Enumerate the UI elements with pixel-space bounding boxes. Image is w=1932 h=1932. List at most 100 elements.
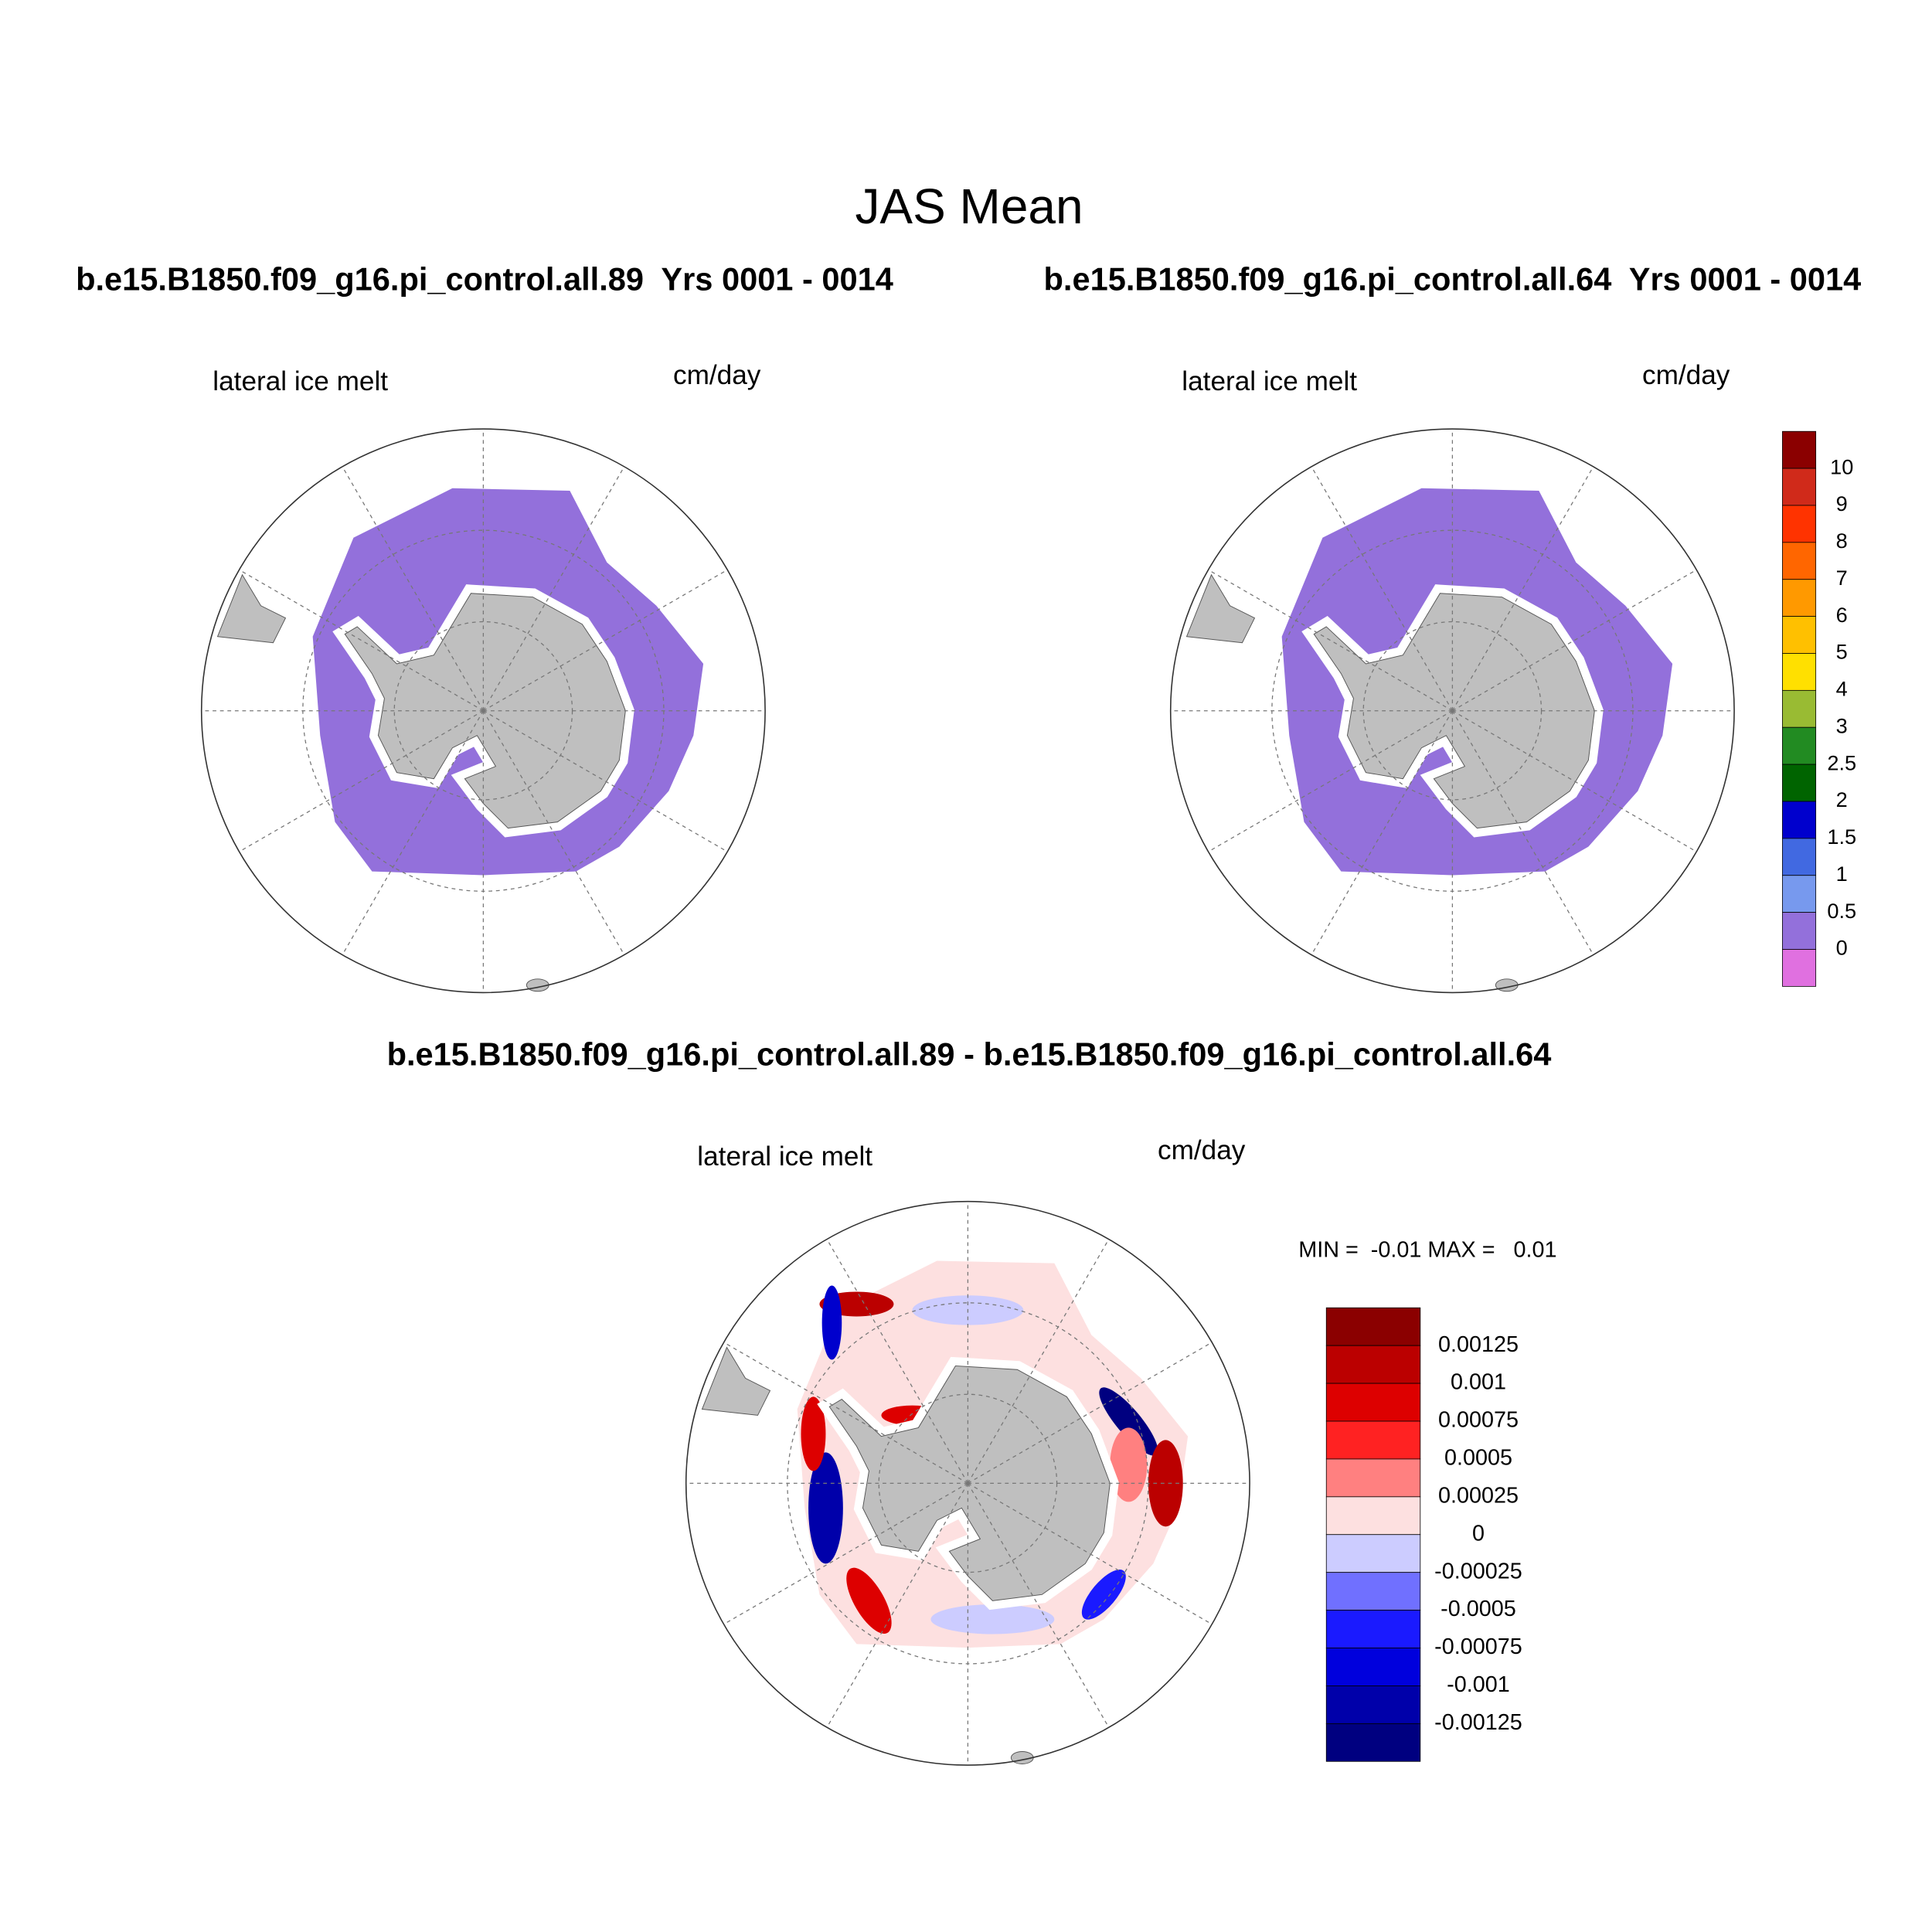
meridian bbox=[1451, 466, 1594, 712]
colorbar-box bbox=[1782, 875, 1817, 913]
variable-label: lateral ice melt bbox=[213, 366, 388, 396]
south-america bbox=[216, 573, 287, 644]
panel-title: b.e15.B1850.f09_g16.pi_control.all.64 Yr… bbox=[1044, 261, 1862, 298]
colorbar-label: -0.001 bbox=[1447, 1672, 1510, 1697]
meridian bbox=[967, 1483, 1110, 1728]
anomaly bbox=[846, 1567, 892, 1634]
colorbar-box bbox=[1782, 949, 1817, 987]
meridian bbox=[1452, 710, 1697, 852]
colorbar-box bbox=[1325, 1307, 1421, 1346]
colorbar-box bbox=[1325, 1534, 1421, 1573]
colorbar: 10 9 8 7 6 5 4 3 2.5 2 1.5 1 0.5 0 bbox=[1782, 430, 1856, 987]
colorbar-box bbox=[1325, 1610, 1421, 1648]
colorbar-label: 1 bbox=[1836, 862, 1848, 886]
anomaly bbox=[821, 1285, 842, 1360]
colorbar: 0.00125 0.001 0.00075 0.0005 0.00025 0 -0.0002… bbox=[1325, 1307, 1522, 1762]
colorbar-label: 0.00025 bbox=[1438, 1483, 1519, 1508]
colorbar-label: 0.5 bbox=[1827, 899, 1856, 923]
meridian bbox=[968, 1342, 1213, 1484]
colorbar-box bbox=[1782, 801, 1817, 839]
colorbar-label: 9 bbox=[1836, 492, 1848, 515]
map-boundary bbox=[685, 1200, 1250, 1766]
colorbar-box bbox=[1782, 616, 1817, 654]
colorbar-label: -0.00025 bbox=[1434, 1559, 1522, 1583]
meridian bbox=[482, 466, 625, 712]
colorbar-label: 3 bbox=[1836, 713, 1848, 737]
colorbar-box bbox=[1782, 579, 1817, 617]
map-boundary bbox=[1169, 428, 1735, 994]
colorbar-box bbox=[1325, 1685, 1421, 1724]
map bbox=[685, 1200, 1250, 1766]
meridian bbox=[723, 1342, 968, 1484]
variable-label: lateral ice melt bbox=[1182, 366, 1357, 396]
colorbar-box bbox=[1325, 1648, 1421, 1686]
graticule bbox=[685, 1201, 1250, 1766]
figure-title: JAS Mean bbox=[855, 179, 1083, 234]
colorbar-label: 6 bbox=[1836, 603, 1848, 627]
map-boundary bbox=[200, 428, 766, 994]
colorbar-label: 0 bbox=[1836, 936, 1848, 960]
meridian bbox=[826, 1239, 968, 1484]
colorbar-box bbox=[1325, 1420, 1421, 1460]
units-label: cm/day bbox=[1158, 1135, 1246, 1165]
colorbar-box bbox=[1325, 1458, 1421, 1498]
colorbar-label: 2.5 bbox=[1827, 750, 1856, 774]
anomaly bbox=[930, 1604, 1055, 1634]
colorbar-label: 0.00125 bbox=[1438, 1332, 1519, 1357]
colorbar-box bbox=[1782, 505, 1817, 543]
meridian bbox=[826, 1483, 968, 1728]
map bbox=[1169, 428, 1735, 994]
colorbar-label: 10 bbox=[1830, 454, 1853, 478]
colorbar-label: 2 bbox=[1836, 787, 1848, 811]
colorbar-label: 0.001 bbox=[1451, 1370, 1506, 1395]
meridian bbox=[239, 569, 484, 712]
colorbar-box bbox=[1782, 726, 1817, 765]
colorbar-box bbox=[1782, 912, 1817, 950]
anomaly bbox=[801, 1396, 826, 1471]
meridian bbox=[723, 1482, 968, 1625]
meridian bbox=[342, 466, 484, 712]
meridian bbox=[239, 710, 484, 852]
colorbar-label: -0.0005 bbox=[1440, 1597, 1516, 1621]
colorbar-label: 0 bbox=[1472, 1521, 1485, 1546]
meridian bbox=[1452, 569, 1697, 712]
colorbar-label: 7 bbox=[1836, 566, 1848, 590]
colorbar-box bbox=[1325, 1723, 1421, 1762]
colorbar-box bbox=[1782, 838, 1817, 876]
colorbar-label: 4 bbox=[1836, 677, 1848, 701]
colorbar-box bbox=[1782, 653, 1817, 691]
meridian bbox=[483, 710, 728, 852]
units-label: cm/day bbox=[1642, 360, 1730, 390]
colorbar-box bbox=[1325, 1496, 1421, 1536]
min-max-label: MIN = -0.01 MAX = 0.01 bbox=[1298, 1237, 1556, 1262]
meridian bbox=[1311, 466, 1453, 712]
colorbar-label: 5 bbox=[1836, 640, 1848, 664]
meridian bbox=[483, 569, 728, 712]
colorbar-label: 8 bbox=[1836, 529, 1848, 553]
colorbar-box bbox=[1782, 689, 1817, 728]
meridian bbox=[1208, 710, 1453, 852]
units-label: cm/day bbox=[673, 360, 761, 390]
panel-title: b.e15.B1850.f09_g16.pi_control.all.89 Yr… bbox=[76, 261, 893, 298]
meridian bbox=[968, 1482, 1213, 1625]
meridian bbox=[967, 1239, 1110, 1484]
colorbar-label: 1.5 bbox=[1827, 825, 1856, 849]
colorbar-label: -0.00125 bbox=[1434, 1710, 1522, 1735]
colorbar-box bbox=[1325, 1383, 1421, 1422]
colorbar-box bbox=[1782, 542, 1817, 580]
anomaly bbox=[1081, 1570, 1126, 1620]
anomaly bbox=[1099, 1387, 1158, 1456]
anomaly bbox=[1148, 1440, 1183, 1527]
south-america bbox=[701, 1346, 771, 1417]
panel-title: b.e15.B1850.f09_g16.pi_control.all.89 - … bbox=[387, 1036, 1552, 1073]
colorbar-box bbox=[1325, 1572, 1421, 1611]
south-america bbox=[1185, 573, 1256, 644]
graticule bbox=[201, 429, 766, 993]
colorbar-box bbox=[1782, 430, 1817, 469]
map bbox=[200, 428, 766, 994]
anomaly bbox=[808, 1452, 843, 1564]
colorbar-box bbox=[1782, 764, 1817, 802]
colorbar-box bbox=[1782, 468, 1817, 506]
